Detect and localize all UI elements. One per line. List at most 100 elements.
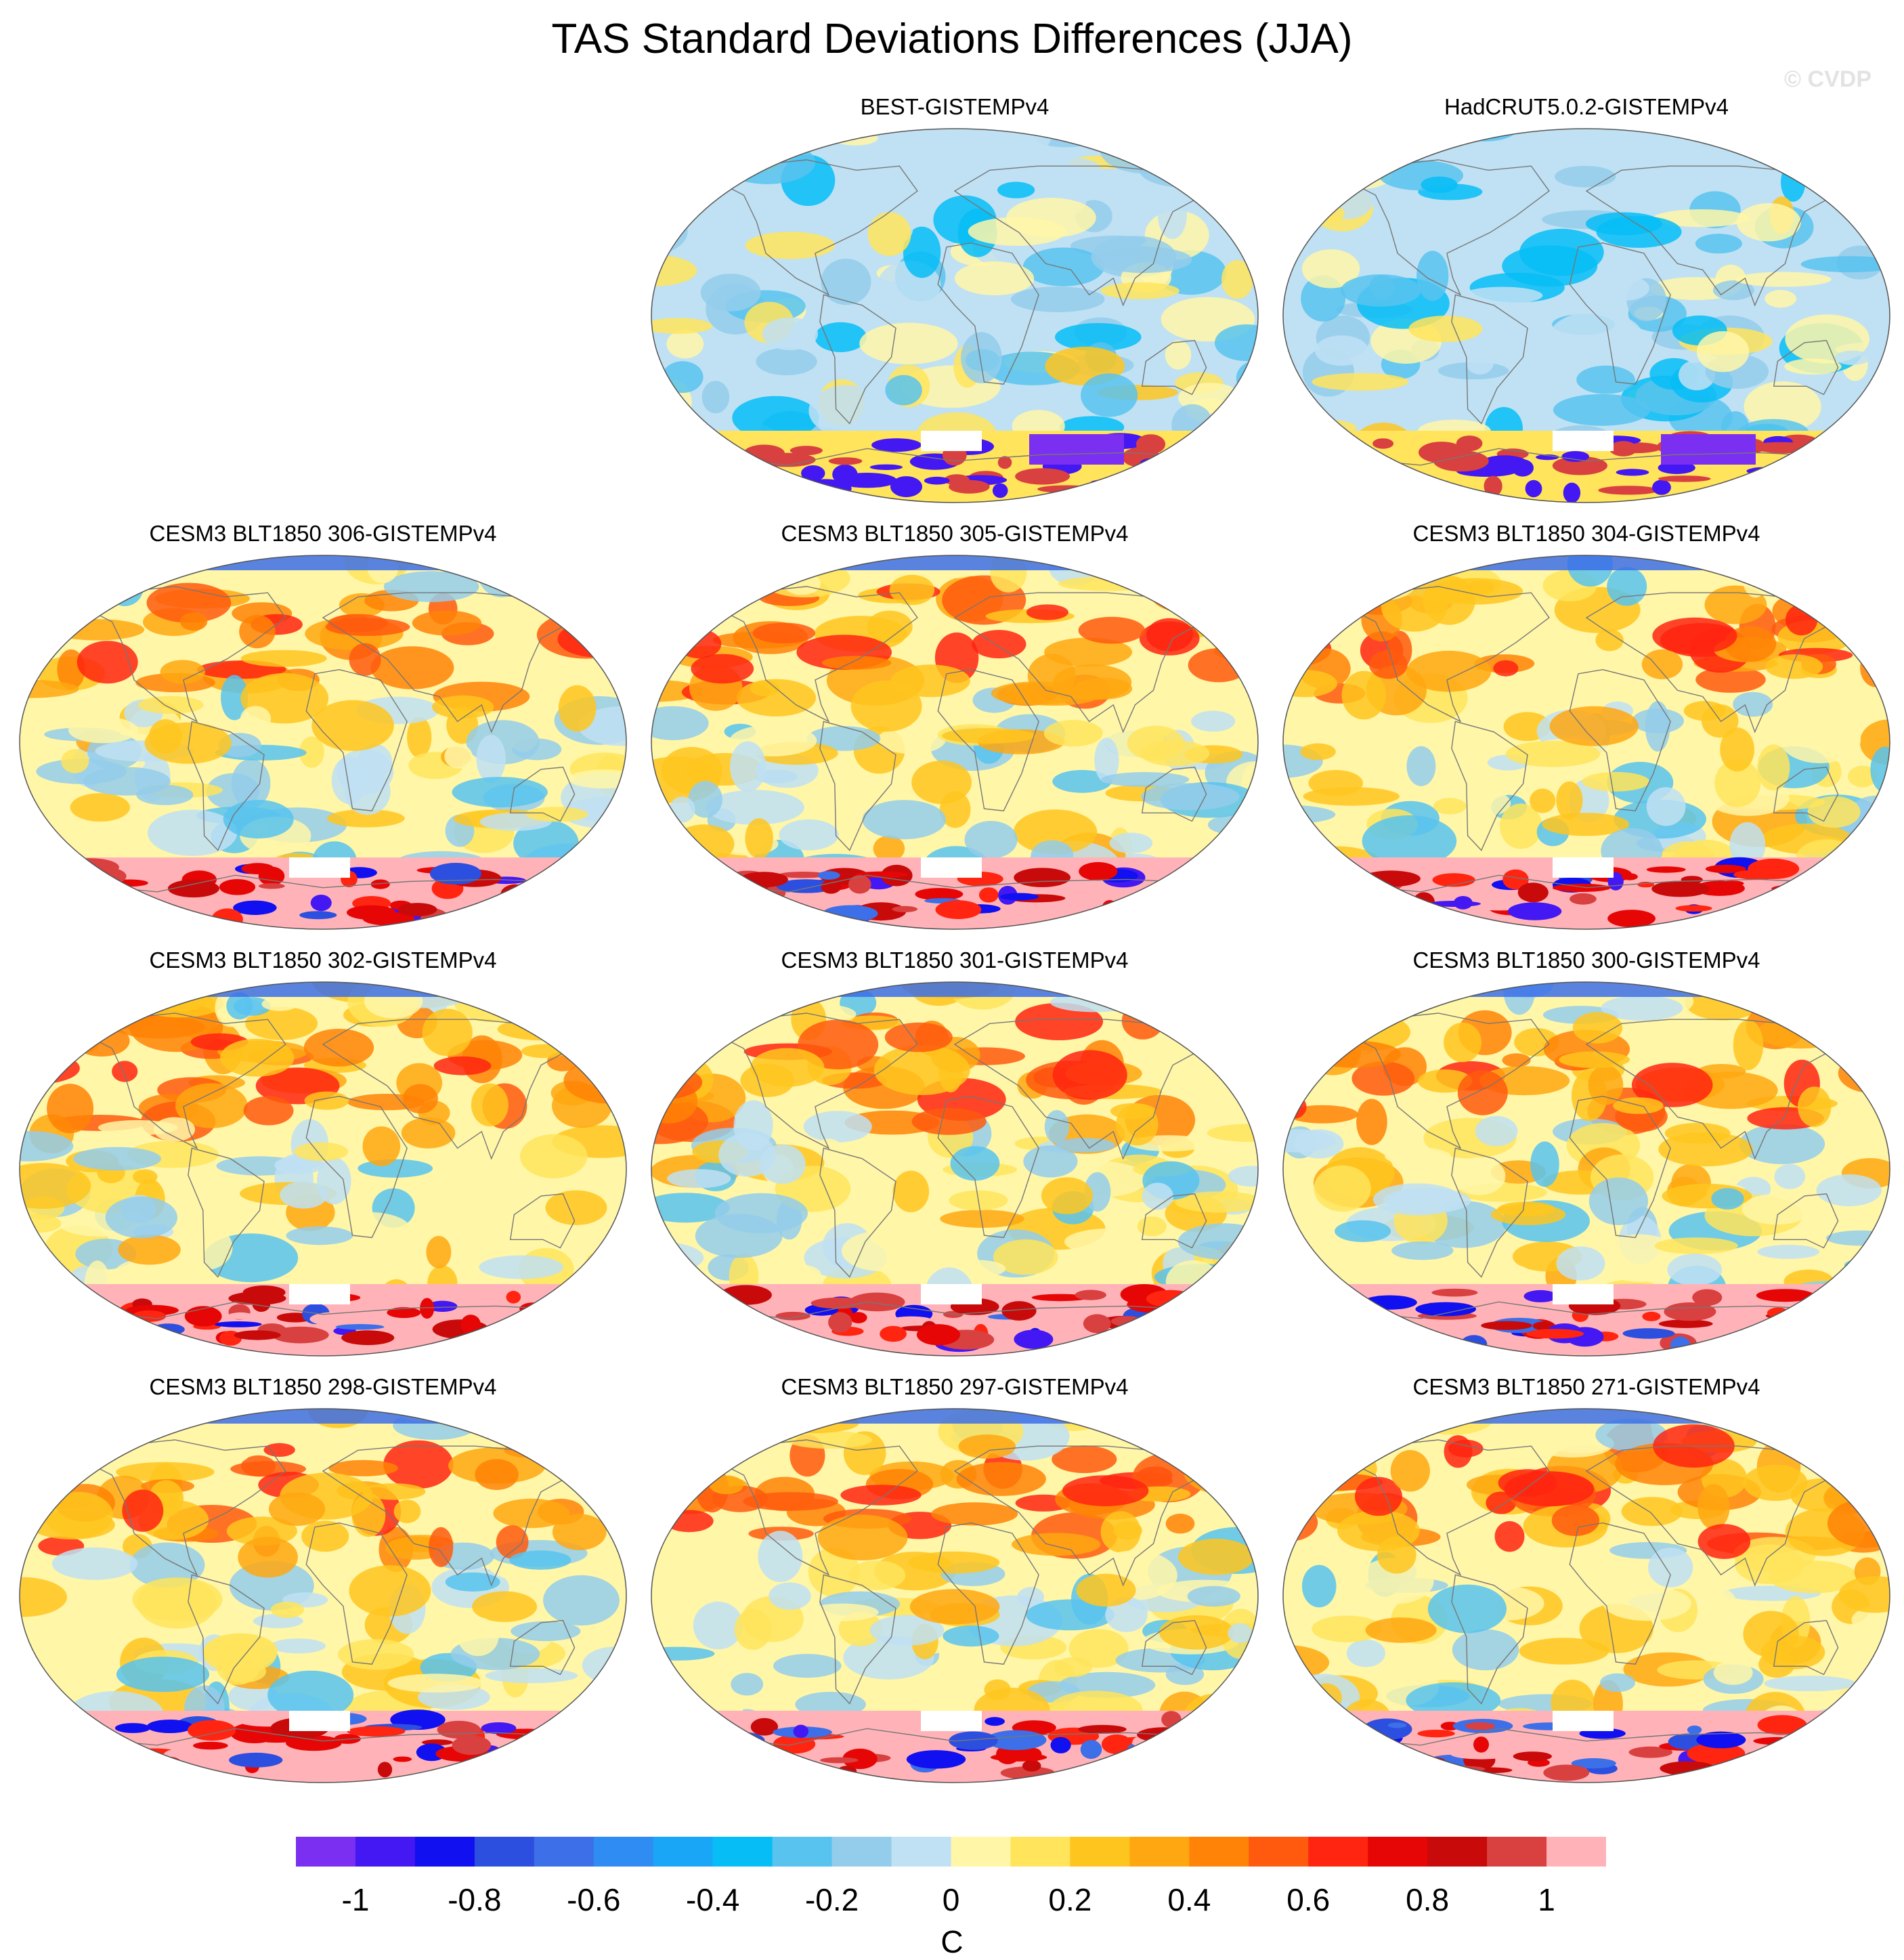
- field-contour: [1815, 1297, 1876, 1336]
- antarctic-contour: [1101, 1734, 1132, 1755]
- antarctic-contour: [1363, 1330, 1421, 1351]
- field-contour: [1283, 557, 1322, 600]
- field-contour: [732, 396, 819, 440]
- antarctic-contour: [789, 1332, 807, 1351]
- field-contour: [815, 322, 867, 352]
- field-contour: [806, 1603, 879, 1621]
- antarctic-contour: [1465, 1722, 1495, 1730]
- field-contour: [240, 706, 272, 732]
- antarctic-contour: [810, 1297, 867, 1309]
- field-contour: [1213, 1350, 1258, 1356]
- field-contour: [714, 1193, 808, 1233]
- map-panel-title: CESM3 BLT1850 271-GISTEMPv4: [1412, 1374, 1760, 1399]
- field-contour: [1733, 1019, 1764, 1071]
- field-contour: [651, 138, 705, 160]
- coastline: [188, 1147, 265, 1278]
- field-contour: [49, 619, 145, 641]
- antarctic-contour: [1433, 450, 1489, 472]
- field-contour: [1216, 1276, 1253, 1304]
- field-contour: [1365, 1617, 1437, 1643]
- field-contour: [867, 610, 913, 643]
- field-contour: [1310, 1683, 1342, 1713]
- field-contour: [1390, 1450, 1430, 1492]
- field-contour: [132, 1577, 223, 1621]
- antarctic-contour: [1757, 1715, 1807, 1735]
- field-contour: [1834, 350, 1870, 365]
- field-contour: [651, 254, 697, 287]
- field-contour: [1776, 1315, 1825, 1356]
- antarctic-contour: [828, 1312, 852, 1333]
- field-contour: [1695, 234, 1742, 254]
- field-contour: [303, 1029, 374, 1067]
- field-contour: [1343, 570, 1415, 601]
- field-contour: [1283, 855, 1314, 895]
- antarctic-contour: [1687, 1743, 1746, 1764]
- antarctic-contour: [1117, 1766, 1153, 1775]
- field-contour: [1406, 650, 1492, 692]
- antarctic-contour: [855, 871, 909, 878]
- field-contour: [1044, 637, 1133, 667]
- field-contour: [582, 1252, 608, 1300]
- field-contour: [20, 982, 107, 1017]
- field-contour: [471, 990, 532, 1006]
- antarctic-contour: [741, 464, 773, 481]
- field-contour: [590, 566, 626, 594]
- antarctic-contour: [1001, 1301, 1037, 1321]
- field-contour: [79, 1011, 155, 1029]
- field-contour: [1297, 138, 1371, 186]
- field-contour: [1696, 331, 1750, 372]
- field-contour: [1314, 1165, 1371, 1212]
- field-contour: [903, 226, 941, 278]
- field-contour: [1695, 666, 1766, 693]
- antarctic-contour: [1368, 1320, 1415, 1331]
- field-contour: [494, 1746, 586, 1774]
- field-contour: [1283, 1447, 1323, 1491]
- field-contour: [1654, 1237, 1738, 1254]
- field-contour: [1076, 1573, 1136, 1607]
- antarctic-contour: [147, 1720, 193, 1733]
- field-contour: [1052, 1445, 1117, 1474]
- antarctic-contour: [61, 858, 119, 876]
- field-contour: [1475, 1115, 1518, 1147]
- field-contour: [885, 375, 922, 406]
- field-contour: [1130, 478, 1204, 503]
- antarctic-contour: [1651, 880, 1710, 897]
- field-contour: [1765, 654, 1823, 679]
- field-contour: [1236, 908, 1258, 929]
- field-contour: [783, 572, 821, 595]
- coastline: [1451, 721, 1528, 851]
- colorbar-swatch: [296, 1837, 356, 1867]
- antarctic-contour: [1161, 893, 1213, 914]
- field-contour: [1238, 1748, 1258, 1783]
- field-contour: [125, 1409, 209, 1424]
- field-contour: [479, 1255, 563, 1279]
- antarctic-contour: [1015, 468, 1070, 485]
- field-contour: [220, 1038, 295, 1077]
- field-contour: [1780, 1434, 1867, 1458]
- field-contour: [179, 612, 208, 631]
- field-contour: [1182, 1694, 1245, 1745]
- field-contour: [1283, 914, 1330, 929]
- field-contour: [840, 1485, 922, 1506]
- field-contour: [943, 1625, 999, 1647]
- field-contour: [909, 1589, 1000, 1625]
- field-contour: [1055, 323, 1142, 351]
- field-contour: [1774, 1164, 1806, 1189]
- antarctic-contour: [732, 1293, 747, 1311]
- field-contour: [1757, 1245, 1820, 1259]
- field-contour: [20, 1577, 68, 1617]
- field-contour: [1283, 1095, 1307, 1119]
- field-contour: [1502, 245, 1598, 287]
- antarctic-contour: [347, 1726, 406, 1737]
- field-contour: [993, 1239, 1058, 1275]
- field-contour: [878, 725, 946, 754]
- field-contour: [890, 664, 970, 698]
- field-contour: [1838, 1576, 1890, 1613]
- field-contour: [1788, 1310, 1824, 1327]
- colorbar-swatch: [355, 1837, 416, 1867]
- field-contour: [20, 1130, 74, 1162]
- field-contour: [693, 890, 762, 912]
- field-contour: [1283, 1422, 1341, 1445]
- field-contour: [1748, 134, 1834, 159]
- field-contour: [98, 1120, 178, 1136]
